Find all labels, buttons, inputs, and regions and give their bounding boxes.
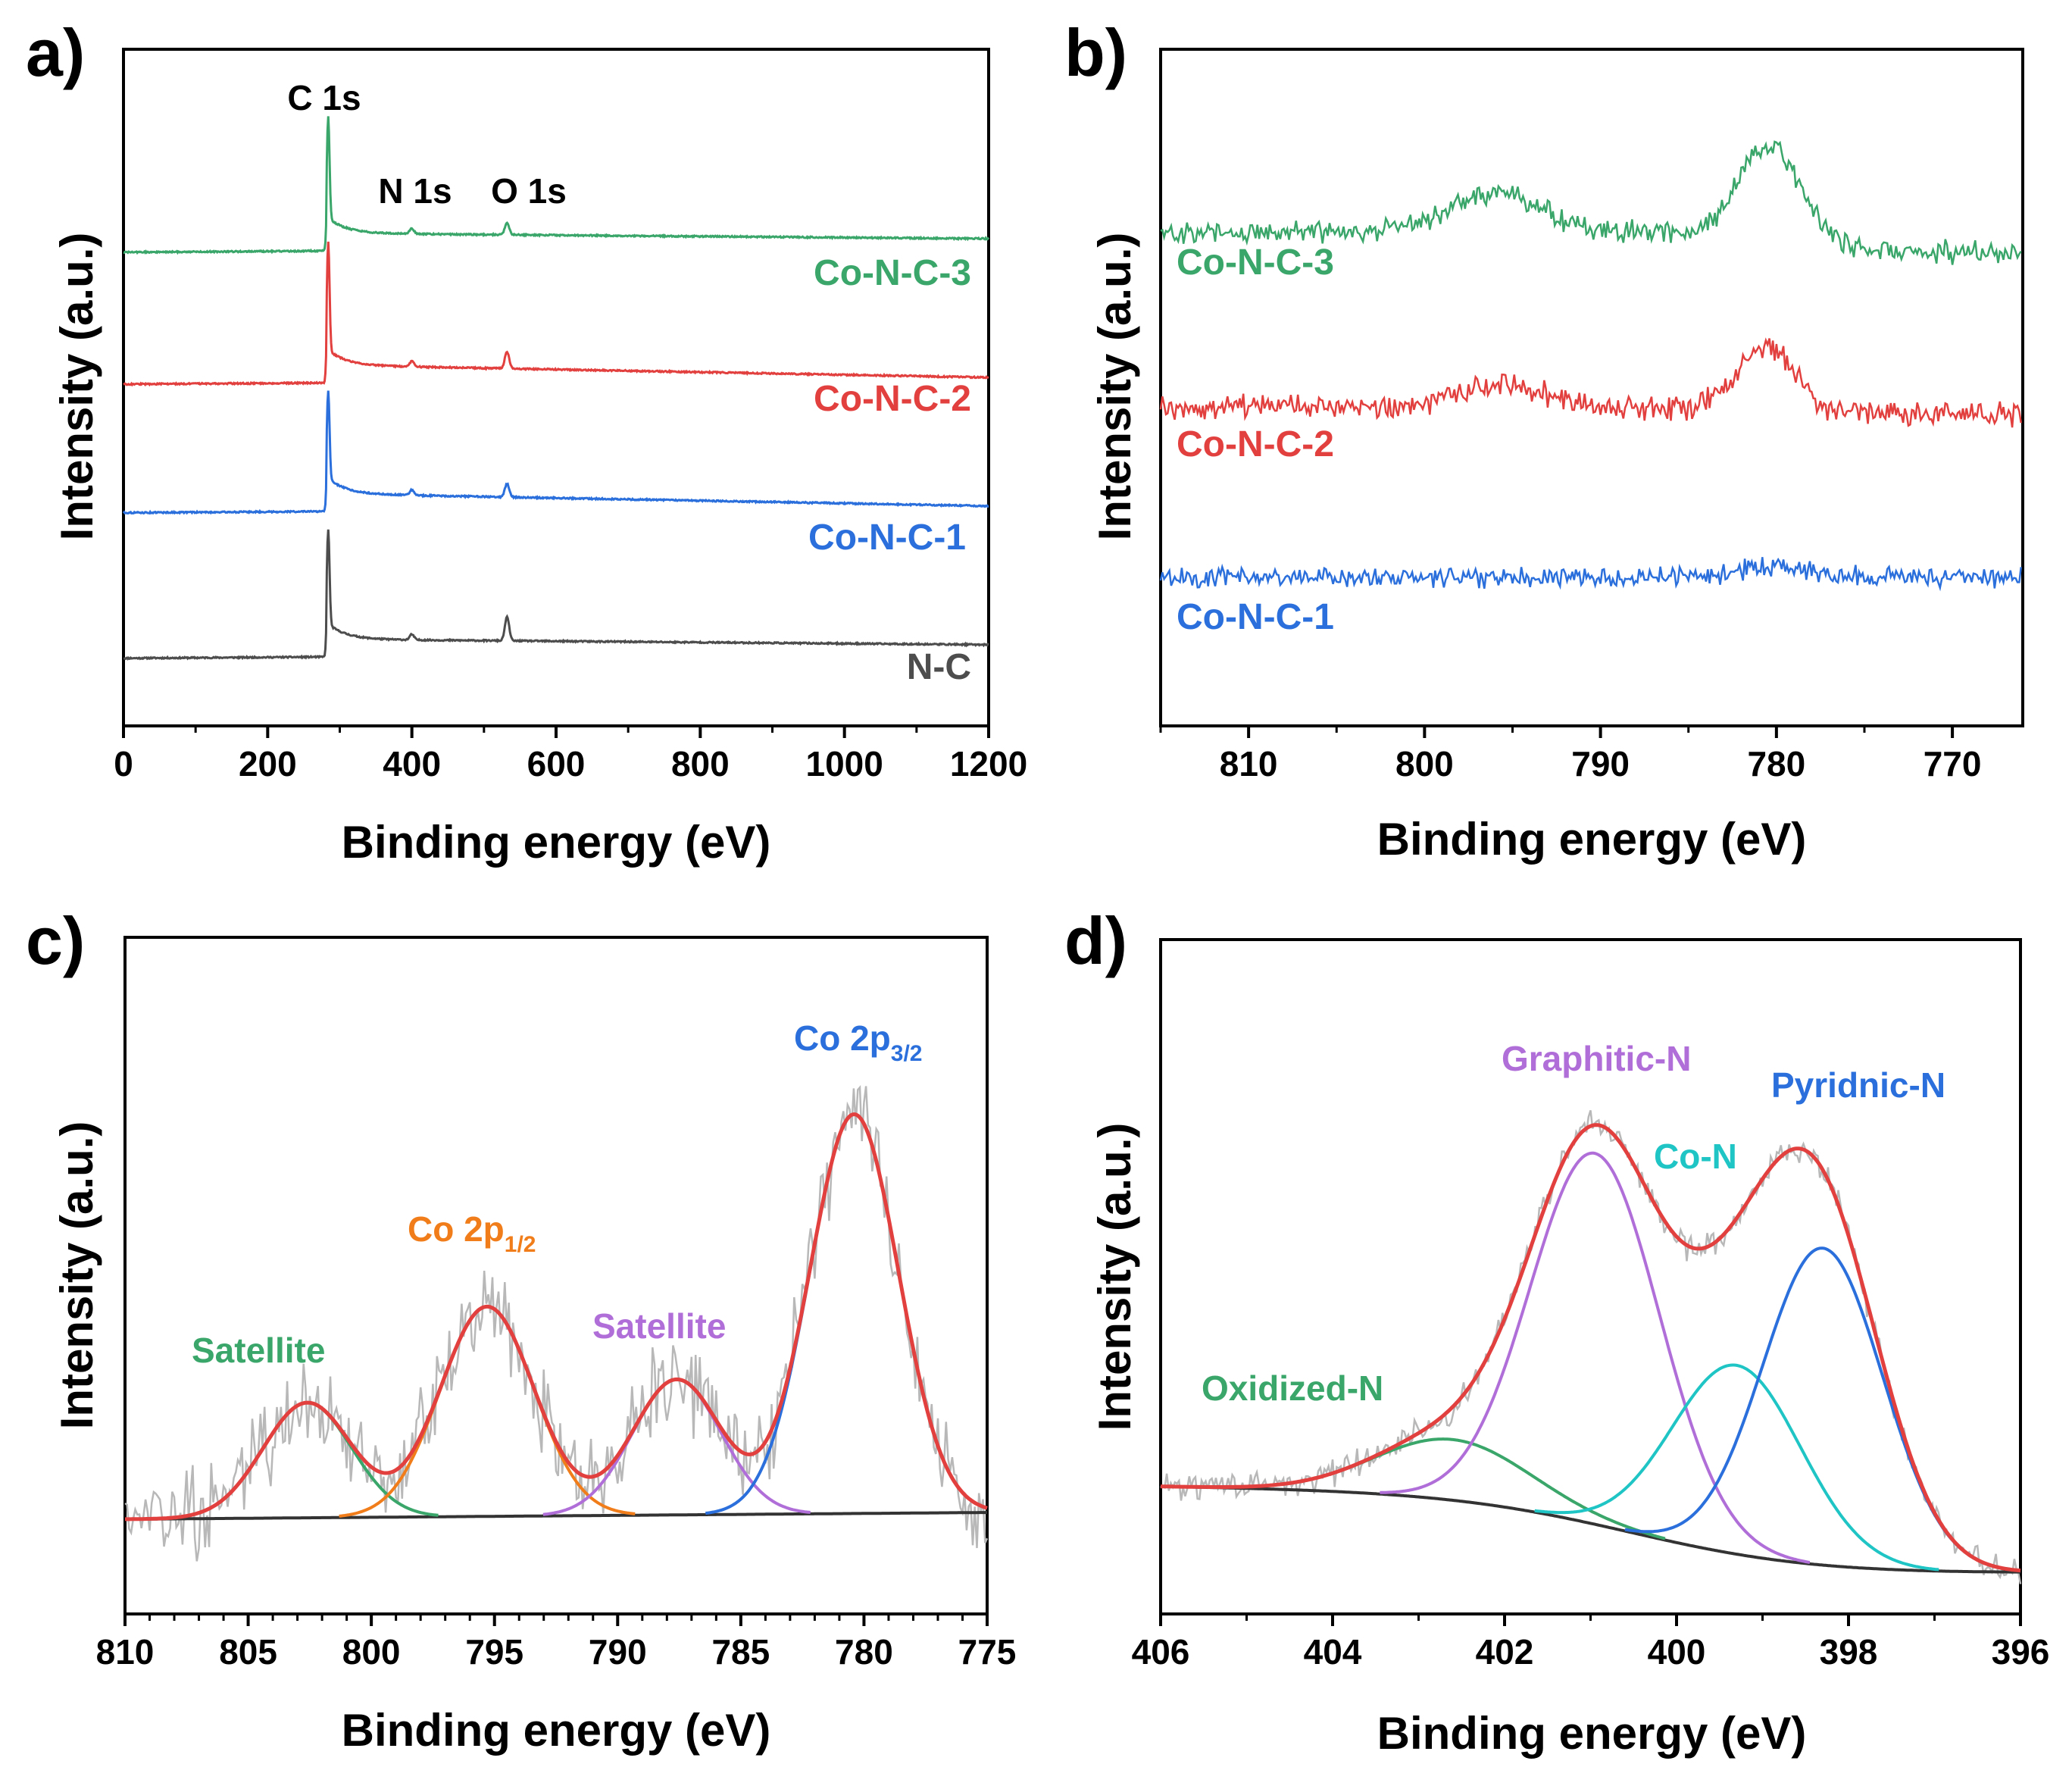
survey-line-co-n-c-1 <box>122 390 989 515</box>
x-tick-label: 770 <box>1924 744 1982 783</box>
label-satellite-2: Satellite <box>592 1306 726 1346</box>
x-tick-label: 400 <box>383 744 441 783</box>
panel-b-xlabel: Binding energy (eV) <box>1377 814 1807 865</box>
panel-c-curves <box>124 1085 989 1562</box>
x-tick-label: 800 <box>671 744 730 783</box>
x-tick-label: 0 <box>114 744 133 783</box>
label-pyridnic-n: Pyridnic-N <box>1771 1065 1945 1105</box>
envelope-line <box>1161 1123 2021 1573</box>
co2p-line-co-n-c-3 <box>1160 140 2022 265</box>
x-tick-label: 775 <box>958 1632 1017 1672</box>
panel-a-ticks: 0 200 400 600 800 1000 1200 <box>114 726 1027 783</box>
co2p-line-co-n-c-1 <box>1159 557 2022 592</box>
panel-c: c) 810 805 800 795 790 785 780 775 Satellite Co… <box>26 903 1016 1756</box>
envelope-line <box>125 1112 988 1522</box>
panel-a-xlabel: Binding energy (eV) <box>342 817 771 868</box>
panel-b-ticks: 810 800 790 780 770 <box>1159 726 1982 783</box>
panel-d-curves <box>1160 1110 2022 1584</box>
peak-label-c1s: C 1s <box>287 78 361 117</box>
panel-a-series <box>122 116 990 661</box>
x-tick-label: 406 <box>1132 1632 1190 1672</box>
panel-a-ylabel: Intensity (a.u.) <box>52 233 102 541</box>
x-tick-label: 780 <box>1747 744 1805 783</box>
panel-a-letter: a) <box>26 15 85 90</box>
x-tick-label: 800 <box>1395 744 1454 783</box>
label-graphitic-n: Graphitic-N <box>1502 1039 1691 1078</box>
label-satellite-1: Satellite <box>192 1331 325 1370</box>
label-co-2p12: Co 2p1/2 <box>408 1209 536 1257</box>
panel-b-frame <box>1159 48 2024 727</box>
panel-b-ylabel: Intensity (a.u.) <box>1089 233 1140 541</box>
panel-a: a) 0 200 400 600 800 1000 1200 C 1s N 1s O 1s … <box>26 15 1027 868</box>
x-tick-label: 810 <box>96 1632 155 1672</box>
raw-data-line <box>124 1085 989 1562</box>
survey-line-n-c <box>123 529 989 661</box>
x-tick-label: 396 <box>1992 1632 2050 1672</box>
series-label-co-n-c-3: Co-N-C-3 <box>814 253 971 293</box>
x-tick-label: 404 <box>1304 1632 1362 1672</box>
label-co-2p32: Co 2p3/2 <box>794 1018 923 1066</box>
panel-b: b) 810 800 790 780 770 Co-N-C-3 Co-N-C-2 Co-… <box>1064 15 2024 865</box>
component-co-n <box>1534 1363 1939 1572</box>
series-label-co-n-c-2: Co-N-C-2 <box>1177 424 1334 464</box>
raw-data-line <box>1160 1110 2022 1584</box>
x-tick-label: 1000 <box>805 744 883 783</box>
x-tick-label: 780 <box>835 1632 893 1672</box>
panel-c-xlabel: Binding energy (eV) <box>342 1705 771 1756</box>
label-oxidized-n: Oxidized-N <box>1202 1368 1383 1408</box>
series-label-co-n-c-2: Co-N-C-2 <box>814 379 971 419</box>
component-graphitic-n <box>1380 1151 1811 1564</box>
label-co-n: Co-N <box>1654 1137 1737 1176</box>
panel-c-letter: c) <box>26 903 85 978</box>
survey-line-co-n-c-3 <box>123 116 990 255</box>
co2p-line-co-n-c-2 <box>1159 337 2022 428</box>
panel-d: d) 406 404 402 400 398 396 Oxidized-N Graphit… <box>1064 903 2049 1759</box>
x-tick-label: 805 <box>219 1632 277 1672</box>
panel-d-letter: d) <box>1064 903 1127 978</box>
peak-label-o1s: O 1s <box>491 171 567 211</box>
panel-c-ticks: 810 805 800 795 790 785 780 775 <box>96 1614 1017 1672</box>
x-tick-label: 402 <box>1476 1632 1534 1672</box>
background-line <box>125 1511 987 1521</box>
survey-line-co-n-c-2 <box>123 241 989 387</box>
x-tick-label: 398 <box>1820 1632 1878 1672</box>
x-tick-label: 400 <box>1648 1632 1706 1672</box>
x-tick-label: 790 <box>589 1632 647 1672</box>
series-label-co-n-c-1: Co-N-C-1 <box>808 518 966 558</box>
panel-b-letter: b) <box>1064 15 1127 90</box>
panel-c-ylabel: Intensity (a.u.) <box>52 1121 102 1430</box>
panel-c-frame <box>123 936 989 1615</box>
panel-d-ticks: 406 404 402 400 398 396 <box>1132 1614 2050 1672</box>
x-tick-label: 800 <box>342 1632 401 1672</box>
x-tick-label: 200 <box>239 744 297 783</box>
x-tick-label: 795 <box>465 1632 523 1672</box>
panel-d-xlabel: Binding energy (eV) <box>1377 1708 1807 1759</box>
x-tick-label: 600 <box>527 744 586 783</box>
panel-b-series <box>1159 140 2022 592</box>
x-tick-label: 1200 <box>950 744 1027 783</box>
peak-label-n1s: N 1s <box>378 171 452 211</box>
background-line <box>1161 1484 2020 1574</box>
x-tick-label: 790 <box>1571 744 1630 783</box>
x-tick-label: 785 <box>711 1632 770 1672</box>
series-label-n-c: N-C <box>907 647 971 687</box>
series-label-co-n-c-3: Co-N-C-3 <box>1177 242 1334 283</box>
series-label-co-n-c-1: Co-N-C-1 <box>1177 597 1334 637</box>
x-tick-label: 810 <box>1220 744 1278 783</box>
panel-d-ylabel: Intensity (a.u.) <box>1089 1123 1140 1431</box>
